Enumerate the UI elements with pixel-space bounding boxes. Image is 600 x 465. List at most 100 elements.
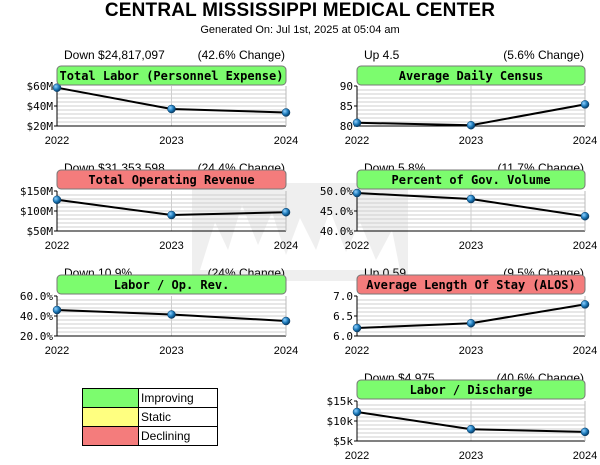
x-tick-label: 2023 <box>159 240 183 252</box>
legend-label: Static <box>141 410 172 424</box>
chart-title: Total Operating Revenue <box>88 173 254 187</box>
x-tick-label: 2024 <box>274 135 298 147</box>
chart-title: Percent of Gov. Volume <box>392 173 551 187</box>
data-point <box>52 83 62 92</box>
x-tick-label: 2023 <box>459 345 483 357</box>
y-tick-label: 6.0 <box>333 330 353 343</box>
x-tick-label: 2023 <box>159 135 183 147</box>
data-point <box>281 108 291 117</box>
y-tick-label: 7.0 <box>333 290 353 303</box>
x-tick-label: 2022 <box>45 135 69 147</box>
data-point <box>466 120 476 130</box>
x-tick-label: 2022 <box>345 135 369 147</box>
y-tick-label: $60M <box>27 80 54 93</box>
legend-swatch-improving <box>83 389 139 407</box>
legend-label: Declining <box>141 429 191 443</box>
chart-title: Average Length Of Stay (ALOS) <box>366 278 576 292</box>
x-tick-label: 2024 <box>573 345 597 357</box>
y-tick-label: 40.0% <box>320 225 353 238</box>
x-tick-label: 2024 <box>573 240 597 252</box>
chart-panel: Down 10.9% (24% Change)20.0%40.0%60.0%202… <box>20 266 298 357</box>
data-point <box>167 310 176 319</box>
x-tick-label: 2022 <box>45 240 69 252</box>
chart-panel: Down $31,353,598 (24.4% Change)$50M$100M$… <box>20 161 298 252</box>
y-tick-label: $50M <box>27 225 54 238</box>
x-tick-label: 2022 <box>345 450 369 462</box>
change-amount: Up 4.5 <box>364 48 400 62</box>
data-point <box>352 407 362 417</box>
y-tick-label: 50.0% <box>320 185 353 198</box>
data-point <box>52 195 62 205</box>
x-tick-label: 2024 <box>274 240 298 252</box>
data-point <box>167 210 176 220</box>
x-tick-label: 2022 <box>345 345 369 357</box>
x-tick-label: 2023 <box>459 450 483 462</box>
data-point <box>466 194 476 204</box>
y-tick-label: 60.0% <box>20 290 53 303</box>
legend: Improving Static Declining <box>82 388 218 446</box>
x-tick-label: 2022 <box>345 240 369 252</box>
chart-title: Total Labor (Personnel Expense) <box>60 69 284 83</box>
chart-title-banner <box>356 65 586 86</box>
change-percent: (5.6% Change) <box>503 48 584 62</box>
data-point <box>466 318 476 328</box>
chart-panel: Down $4,975 (40.6% Change)$5k$10k$15k2022… <box>327 371 598 462</box>
data-point <box>352 118 362 128</box>
x-tick-label: 2023 <box>459 135 483 147</box>
data-point <box>466 424 476 434</box>
legend-item-static: Static <box>83 407 217 426</box>
chart-panel: Down $24,817,097 (42.6% Change) $20M $40M $6… <box>27 48 299 147</box>
data-point <box>281 207 291 217</box>
x-tick-label: 2024 <box>274 345 298 357</box>
x-tick-label: 2024 <box>573 135 597 147</box>
y-tick-label: $10k <box>327 415 354 428</box>
legend-label: Improving <box>141 391 194 405</box>
generated-timestamp: Generated On: Jul 1st, 2025 at 05:04 am <box>200 24 400 36</box>
y-tick-label: $40M <box>27 100 54 113</box>
legend-swatch-declining <box>83 427 139 445</box>
y-tick-label: $15k <box>327 395 354 408</box>
data-point <box>52 305 62 315</box>
chart-title-banner <box>356 379 586 400</box>
data-point <box>580 300 590 309</box>
chart-title-banner <box>56 65 287 86</box>
chart-title-banner <box>56 169 287 190</box>
data-point <box>167 104 176 114</box>
y-tick-label: 20.0% <box>20 330 53 343</box>
y-tick-label: 40.0% <box>20 310 53 323</box>
y-tick-label: $150M <box>20 185 53 198</box>
y-tick-label: 6.5 <box>333 310 353 323</box>
y-tick-label: 90 <box>340 80 353 93</box>
chart-panel: Up 4.5 (5.6% Change) 80 85 90 2022 2023 2024 Ave… <box>340 48 597 147</box>
chart-title: Labor / Discharge <box>410 383 533 397</box>
data-point <box>580 100 590 109</box>
y-tick-label: $100M <box>20 205 53 218</box>
legend-item-declining: Declining <box>83 426 217 445</box>
chart-title-banner <box>356 169 586 190</box>
y-tick-label: 45.0% <box>320 205 353 218</box>
y-tick-label: 85 <box>340 100 353 113</box>
x-tick-label: 2023 <box>459 240 483 252</box>
change-percent: (42.6% Change) <box>198 48 285 62</box>
page-title: CENTRAL MISSISSIPPI MEDICAL CENTER <box>104 0 496 21</box>
chart-title-banner <box>56 274 287 295</box>
legend-swatch-static <box>83 408 139 426</box>
x-tick-label: 2023 <box>159 345 183 357</box>
chart-title: Labor / Op. Rev. <box>114 278 230 292</box>
data-point <box>352 323 362 333</box>
data-point <box>352 188 362 198</box>
chart-title-banner <box>356 274 586 295</box>
data-point <box>580 427 590 437</box>
x-tick-label: 2022 <box>45 345 69 357</box>
data-point <box>580 211 590 221</box>
chart-panel: Down 5.8% (11.7% Change)40.0%45.0%50.0%20… <box>320 161 597 252</box>
data-point <box>281 316 291 326</box>
y-tick-label: $20M <box>27 120 54 133</box>
x-tick-label: 2024 <box>573 450 597 462</box>
change-amount: Down $24,817,097 <box>64 48 165 62</box>
y-tick-label: 80 <box>340 120 353 133</box>
chart-title: Average Daily Census <box>399 69 544 83</box>
y-tick-label: $5k <box>333 435 353 448</box>
